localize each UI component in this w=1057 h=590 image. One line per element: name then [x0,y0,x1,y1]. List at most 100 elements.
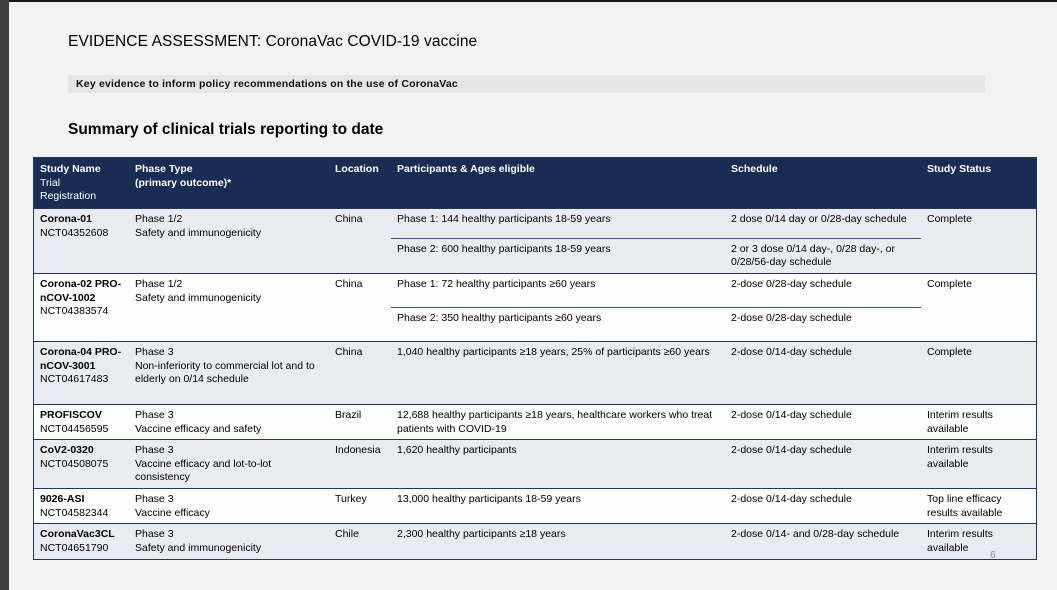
trial-registration: NCT04582344 [40,506,109,519]
table-header-row: Study Name Trial Registration Phase Type… [34,158,1036,208]
study-name-cell: 9026-ASI NCT04582344 [34,489,129,523]
study-name: Corona-04 PRO-nCOV-3001 [40,345,122,372]
clinical-trials-table: Study Name Trial Registration Phase Type… [33,157,1037,561]
participants-schedule-group: 12,688 healthy participants ≥18 years, h… [391,405,921,439]
study-name: 9026-ASI [40,493,85,506]
schedule-cell: 2-dose 0/14-day schedule [731,345,852,358]
study-status-cell: Interim results available [927,444,993,470]
phase-type-cell: Phase 3 Vaccine efficacy [129,489,329,523]
schedule-cell: 2-dose 0/28-day schedule [731,311,852,324]
study-name-cell: Corona-01 NCT04352608 [34,209,129,273]
study-name: CoronaVac3CL [40,528,115,541]
phase-type-cell: Phase 3 Vaccine efficacy and lot-to-lot c… [129,440,329,488]
schedule-cell: 2-dose 0/14-day schedule [731,444,852,457]
column-header-study-name: Study Name Trial Registration [40,163,101,203]
primary-outcome: Vaccine efficacy [135,506,210,519]
participants-cell: 13,000 healthy participants 18-59 years [397,493,581,506]
table-row: 9026-ASI NCT04582344 Phase 3 Vaccine effica… [34,488,1036,524]
trial-registration: NCT04456595 [40,422,109,435]
schedule-cell: 2 or 3 dose 0/14 day-, 0/28 day-, or 0/2… [731,242,896,269]
table-row: Corona-04 PRO-nCOV-3001 NCT04617483 Phase … [34,340,1036,404]
study-status-cell: Interim results available [927,528,993,555]
study-status-cell: Complete [927,277,972,290]
participants-cell: Phase 2: 600 healthy participants 18-59 … [397,242,611,255]
participants-cell: 1,040 healthy participants ≥18 years, 25… [397,345,710,358]
phase-type-cell: Phase 3 Safety and immunogenicity [129,524,329,559]
study-name: CoV2-0320 [40,444,94,457]
phase-type-cell: Phase 1/2 Safety and immunogenicity [129,209,329,273]
participants-cell: 12,688 healthy participants ≥18 years, h… [397,408,713,435]
phase-label: Phase 3 [135,345,174,358]
column-header-schedule: Schedule [731,163,778,175]
phase-type-cell: Phase 1/2 Safety and immunogenicity [129,274,329,341]
sub-row: Phase 1: 144 healthy participants 18-59 … [391,209,921,238]
page-number: 6 [990,550,996,561]
phase-label: Phase 3 [135,444,174,457]
trial-registration: NCT04383574 [40,305,109,318]
participants-cell: Phase 2: 350 healthy participants ≥60 ye… [397,311,602,324]
trial-registration: NCT04617483 [40,373,109,386]
schedule-cell: 2 dose 0/14 day or 0/28-day schedule [731,212,907,225]
primary-outcome: Vaccine efficacy and lot-to-lot consiste… [135,457,272,484]
location-cell: Turkey [335,493,367,506]
location-cell: China [335,345,363,358]
table-row: CoV2-0320 NCT04508075 Phase 3 Vaccine effic… [34,439,1036,489]
study-name-cell: CoronaVac3CL NCT04651790 [34,524,129,559]
study-name-cell: Corona-02 PRO-nCOV-1002 NCT04383574 [34,274,129,341]
schedule-cell: 2-dose 0/14-day schedule [731,493,852,506]
section-heading: Summary of clinical trials reporting to … [68,121,384,138]
study-name-cell: Corona-04 PRO-nCOV-3001 NCT04617483 [34,342,129,404]
column-header-phase-type: Phase Type (primary outcome)* [135,163,232,189]
schedule-cell: 2-dose 0/14-day schedule [731,408,852,421]
study-status-cell: Complete [927,345,972,358]
study-status-cell: Complete [927,212,972,225]
location-cell: Brazil [335,408,362,421]
trial-registration: NCT04508075 [40,457,109,470]
sub-row: Phase 2: 350 healthy participants ≥60 ye… [391,306,921,341]
participants-cell: 2,300 healthy participants ≥18 years [397,528,566,541]
phase-label: Phase 3 [135,528,174,541]
participants-schedule-group: Phase 1: 144 healthy participants 18-59 … [391,209,921,273]
trial-registration: NCT04651790 [40,542,109,555]
participants-schedule-group: 1,620 healthy participants 2-dose 0/14-da… [391,440,921,488]
schedule-cell: 2-dose 0/14- and 0/28-day schedule [731,528,900,541]
sub-row: 1,620 healthy participants 2-dose 0/14-da… [391,440,921,488]
location-cell: China [335,277,363,290]
location-cell: China [335,212,363,225]
table-row: Corona-01 NCT04352608 Phase 1/2 Safety and … [34,207,1036,273]
sub-row: 12,688 healthy participants ≥18 years, h… [391,405,921,439]
subtitle-text: Key evidence to inform policy recommenda… [76,78,458,90]
study-name-cell: CoV2-0320 NCT04508075 [34,440,129,488]
left-edge-strip [0,0,9,590]
study-name: Corona-01 [40,212,92,225]
schedule-cell: 2-dose 0/28-day schedule [731,277,852,290]
sub-row: 1,040 healthy participants ≥18 years, 25… [391,342,921,404]
trial-registration: NCT04352608 [40,226,109,239]
participants-schedule-group: Phase 1: 72 healthy participants ≥60 yea… [391,274,921,341]
table-row: Corona-02 PRO-nCOV-1002 NCT04383574 Phase … [34,272,1036,341]
phase-label: Phase 3 [135,408,174,421]
primary-outcome: Safety and immunogenicity [135,226,262,239]
participants-cell: Phase 1: 72 healthy participants ≥60 yea… [397,277,596,290]
primary-outcome: Non-inferiority to commercial lot and to… [135,359,315,386]
study-status-cell: Top line efficacy results available [927,493,1003,519]
study-name: PROFISCOV [40,408,102,421]
top-border-line [0,0,1057,2]
phase-type-cell: Phase 3 Non-inferiority to commercial lot… [129,342,329,404]
location-cell: Chile [335,528,359,541]
column-header-location: Location [335,163,379,175]
sub-row: 2,300 healthy participants ≥18 years 2-do… [391,524,921,559]
phase-label: Phase 3 [135,493,174,506]
phase-type-cell: Phase 3 Vaccine efficacy and safety [129,405,329,439]
table-row: PROFISCOV NCT04456595 Phase 3 Vaccine effic… [34,403,1036,440]
primary-outcome: Safety and immunogenicity [135,542,262,555]
participants-cell: Phase 1: 144 healthy participants 18-59 … [397,212,611,225]
column-header-participants: Participants & Ages eligible [397,163,535,175]
study-name-cell: PROFISCOV NCT04456595 [34,405,129,439]
participants-schedule-group: 2,300 healthy participants ≥18 years 2-do… [391,524,921,559]
sub-row: 13,000 healthy participants 18-59 years 2… [391,489,921,523]
location-cell: Indonesia [335,444,381,457]
sub-row: Phase 2: 600 healthy participants 18-59 … [391,237,921,273]
primary-outcome: Vaccine efficacy and safety [135,422,262,435]
primary-outcome: Safety and immunogenicity [135,291,262,304]
